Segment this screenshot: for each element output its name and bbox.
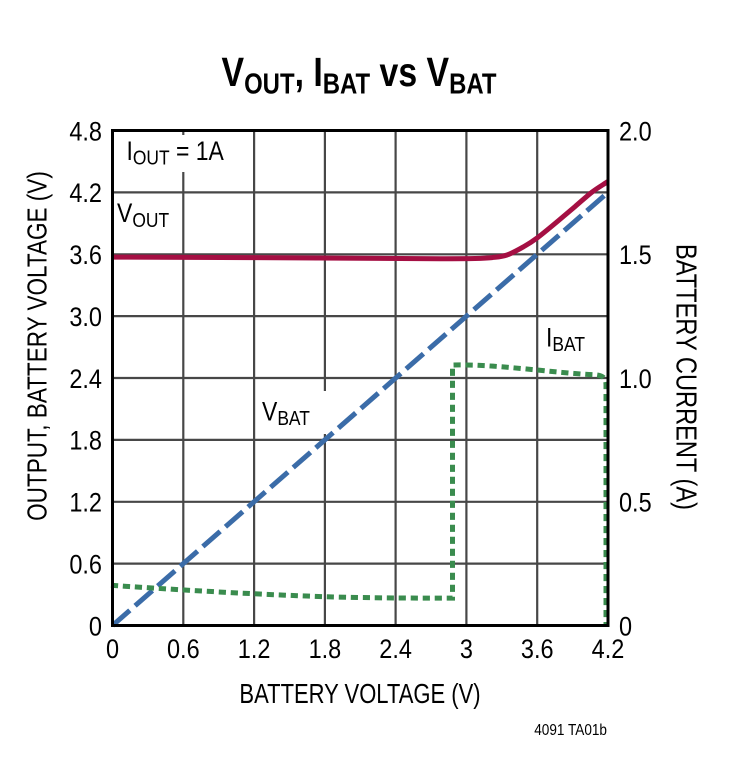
svg-text:1.2: 1.2 [238, 635, 271, 665]
svg-text:3.0: 3.0 [69, 302, 102, 332]
svg-text:0.5: 0.5 [619, 488, 652, 518]
svg-text:0: 0 [106, 635, 119, 665]
svg-text:4.2: 4.2 [69, 179, 102, 209]
svg-text:0.6: 0.6 [167, 635, 200, 665]
svg-text:0.6: 0.6 [69, 550, 102, 580]
svg-text:0: 0 [619, 612, 632, 642]
svg-text:1.2: 1.2 [69, 488, 102, 518]
svg-text:2.4: 2.4 [69, 364, 102, 394]
svg-text:3: 3 [460, 635, 473, 665]
svg-text:OUTPUT, BATTERY VOLTAGE (V): OUTPUT, BATTERY VOLTAGE (V) [22, 171, 53, 521]
svg-text:3.6: 3.6 [521, 635, 554, 665]
svg-text:VOUT: VOUT [117, 198, 169, 232]
svg-text:3.6: 3.6 [69, 241, 102, 271]
svg-text:1.8: 1.8 [309, 635, 342, 665]
svg-text:1.8: 1.8 [69, 426, 102, 456]
svg-text:1.0: 1.0 [619, 364, 652, 394]
svg-text:4091 TA01b: 4091 TA01b [534, 722, 607, 739]
svg-text:1.5: 1.5 [619, 241, 652, 271]
svg-text:BATTERY VOLTAGE (V): BATTERY VOLTAGE (V) [239, 679, 480, 710]
svg-text:BATTERY CURRENT (A): BATTERY CURRENT (A) [670, 244, 703, 510]
svg-text:2.0: 2.0 [619, 117, 652, 147]
svg-text:0: 0 [89, 612, 102, 642]
svg-text:2.4: 2.4 [379, 635, 412, 665]
svg-text:4.2: 4.2 [592, 635, 625, 665]
svg-text:4.8: 4.8 [69, 117, 102, 147]
